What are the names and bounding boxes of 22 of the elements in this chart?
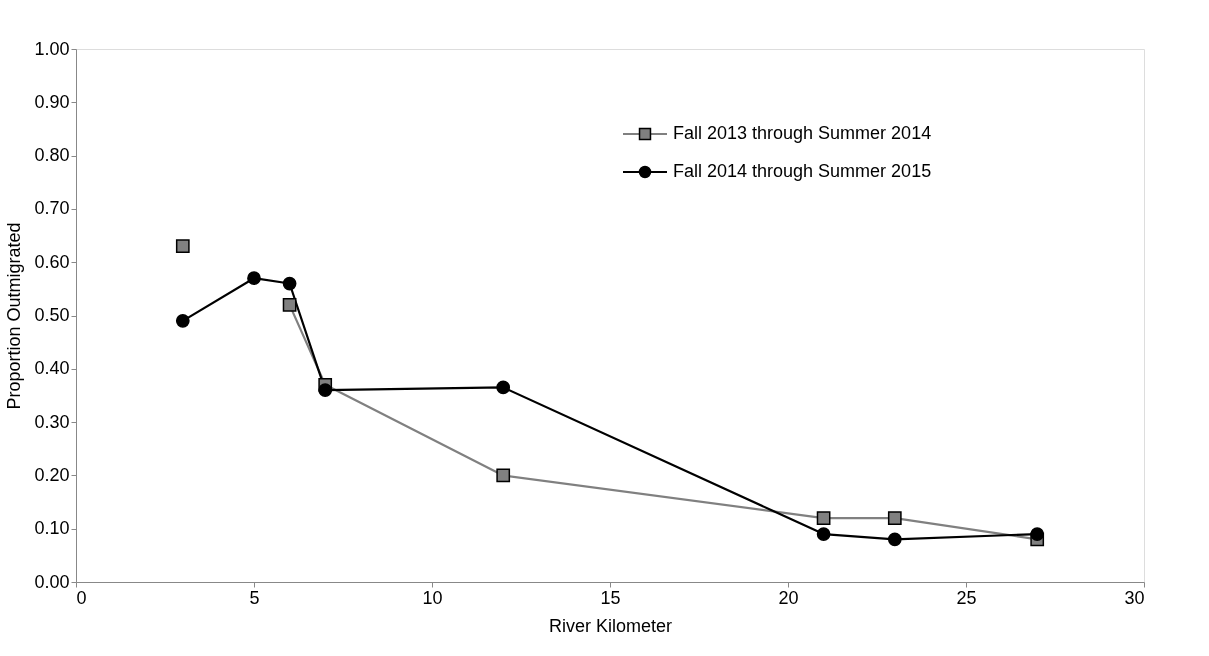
y-tick-label: 0.00 [34, 571, 70, 592]
y-tick-label: 0.90 [34, 91, 70, 112]
y-tick-label: 0.80 [34, 145, 70, 166]
y-tick-label: 0.60 [34, 251, 70, 272]
legend-label: Fall 2013 through Summer 2014 [673, 123, 932, 143]
y-tick-label: 0.50 [34, 305, 70, 325]
y-tick-label: 0.40 [34, 358, 70, 379]
x-axis-title: River Kilometer [548, 615, 673, 636]
y-tick-label: 0.70 [34, 198, 70, 219]
x-tick-label: 30 [1124, 587, 1145, 608]
y-tick-label: 0.30 [34, 411, 70, 432]
legend-label: Fall 2014 through Summer 2015 [673, 161, 932, 181]
x-tick-label: 15 [600, 587, 621, 608]
y-axis-title: Proportion Outmigrated [4, 222, 25, 410]
x-tick-label: 25 [956, 587, 977, 608]
y-tick-label: 0.10 [34, 518, 70, 539]
x-tick-label: 20 [778, 587, 799, 608]
y-tick-label: 0.20 [34, 464, 70, 485]
y-tick-label: 1.00 [34, 38, 70, 59]
x-tick-label: 10 [422, 587, 443, 608]
x-tick-label: 0 [76, 587, 87, 608]
x-tick-label: 5 [249, 587, 260, 608]
